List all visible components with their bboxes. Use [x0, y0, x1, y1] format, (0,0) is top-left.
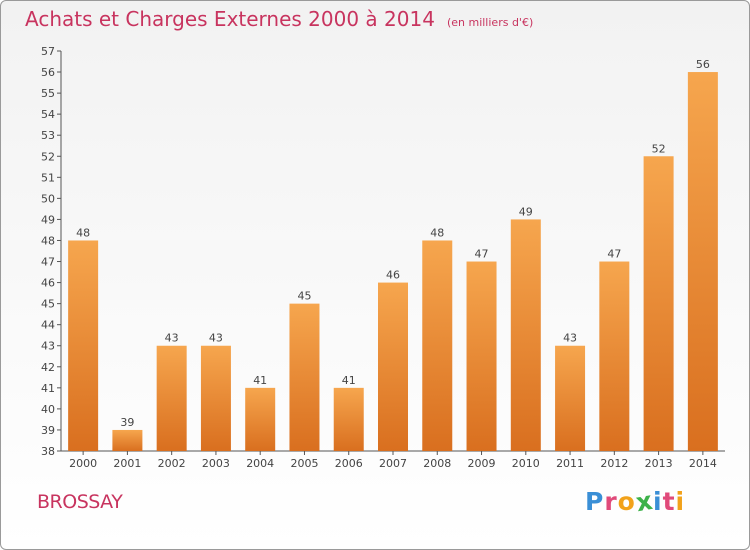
y-tick-label: 57	[41, 45, 55, 58]
bar-value-label: 39	[120, 416, 134, 429]
x-tick-label: 2012	[600, 457, 628, 470]
bar-value-label: 43	[209, 332, 223, 345]
y-tick-label: 45	[41, 298, 55, 311]
bar-value-label: 41	[342, 374, 356, 387]
bar	[687, 72, 718, 451]
x-tick-label: 2007	[379, 457, 407, 470]
bar-value-label: 48	[76, 226, 90, 239]
y-tick-label: 56	[41, 66, 55, 79]
chart-title-text: Achats et Charges Externes 2000 à 2014	[25, 7, 435, 31]
bar	[510, 219, 541, 451]
y-tick-label: 47	[41, 256, 55, 269]
bar-value-label: 49	[519, 205, 533, 218]
y-tick-label: 55	[41, 87, 55, 100]
proxiti-logo: Proxiti	[585, 486, 686, 518]
x-tick-label: 2006	[335, 457, 363, 470]
bar	[156, 345, 187, 451]
y-tick-label: 44	[41, 319, 55, 332]
bar-value-label: 45	[297, 290, 311, 303]
y-tick-label: 41	[41, 382, 55, 395]
bar-value-label: 43	[165, 332, 179, 345]
logo-letter: i	[675, 487, 686, 516]
y-tick-label: 51	[41, 171, 55, 184]
logo-letter: t	[662, 487, 676, 516]
y-tick-label: 52	[41, 150, 55, 163]
logo-letter: r	[604, 487, 618, 516]
bar	[466, 261, 497, 451]
chart-title: Achats et Charges Externes 2000 à 2014 (e…	[25, 7, 533, 31]
x-tick-label: 2011	[556, 457, 584, 470]
chart-unit: (en milliers d'€)	[446, 16, 534, 29]
y-tick-label: 54	[41, 108, 55, 121]
bar	[422, 240, 453, 451]
bar-value-label: 43	[563, 332, 577, 345]
bar	[289, 303, 320, 451]
bar-value-label: 47	[607, 248, 621, 261]
y-tick-label: 40	[41, 403, 55, 416]
x-tick-label: 2003	[202, 457, 230, 470]
bar-value-label: 56	[696, 58, 710, 71]
bar-value-label: 52	[652, 142, 666, 155]
region-name: BROSSAY	[37, 491, 123, 513]
logo-letter: i	[653, 487, 663, 516]
y-tick-label: 50	[41, 192, 55, 205]
bar-value-label: 47	[475, 248, 489, 261]
bar	[68, 240, 99, 451]
bar	[378, 282, 408, 451]
y-tick-label: 49	[41, 213, 55, 226]
y-tick-label: 38	[41, 445, 55, 458]
bar	[245, 387, 276, 451]
y-tick-label: 46	[41, 277, 55, 290]
bar	[333, 387, 364, 451]
x-tick-label: 2009	[468, 457, 496, 470]
x-tick-label: 2000	[69, 457, 97, 470]
bar-value-label: 46	[386, 269, 400, 282]
bar-value-label: 48	[430, 226, 444, 239]
x-tick-label: 2002	[158, 457, 186, 470]
y-tick-label: 43	[41, 340, 55, 353]
y-tick-label: 42	[41, 361, 55, 374]
y-tick-label: 39	[41, 424, 55, 437]
bar	[599, 261, 630, 451]
x-tick-label: 2008	[423, 457, 451, 470]
x-tick-label: 2014	[689, 457, 717, 470]
x-tick-label: 2013	[645, 457, 673, 470]
bar-value-label: 41	[253, 374, 267, 387]
x-tick-label: 2001	[113, 457, 141, 470]
y-tick-label: 48	[41, 234, 55, 247]
bar	[112, 429, 143, 451]
x-tick-label: 2004	[246, 457, 274, 470]
logo-letter: P	[585, 487, 605, 516]
x-tick-label: 2010	[512, 457, 540, 470]
y-tick-label: 53	[41, 129, 55, 142]
bar	[555, 345, 586, 451]
bar	[200, 345, 231, 451]
logo-letter: o	[617, 487, 636, 516]
x-tick-label: 2005	[290, 457, 318, 470]
bar	[643, 156, 674, 451]
